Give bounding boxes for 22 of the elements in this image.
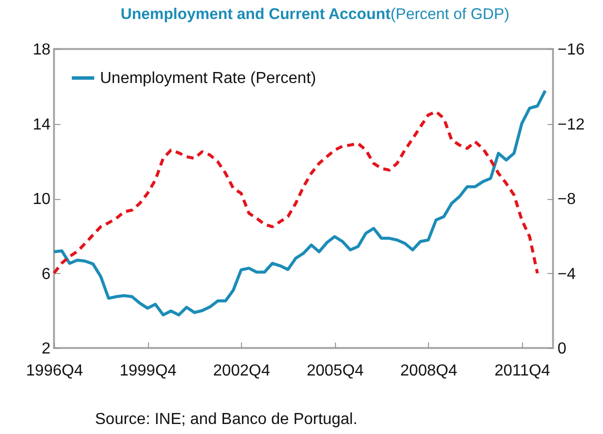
y-tick-label: 2 — [42, 340, 51, 358]
line-series — [52, 89, 547, 316]
y2-tick-label: −12 — [558, 116, 585, 134]
y-tick-label: 10 — [32, 191, 51, 208]
x-tick-label: 2011Q4 — [494, 362, 550, 380]
x-tick-label: 2005Q4 — [306, 362, 364, 380]
x-tick-label: 1996Q4 — [26, 362, 84, 380]
legend-label: Unemployment Rate (Percent) — [100, 70, 316, 87]
x-tick-label: 1999Q4 — [120, 362, 177, 380]
y-tick-label: 6 — [42, 266, 51, 283]
y2-tick-label: −8 — [558, 191, 576, 208]
y2-tick-label: −4 — [558, 266, 576, 283]
source-note: Source: INE; and Banco de Portugal. — [95, 410, 358, 429]
x-tick-label: 2008Q4 — [400, 362, 458, 380]
y-tick-label: 14 — [32, 116, 51, 134]
y2-tick-label: −16 — [558, 42, 585, 58]
line-series — [52, 110, 539, 275]
x-tick-label: 2002Q4 — [213, 362, 270, 380]
y2-tick-label: 0 — [558, 340, 566, 358]
chart-subtitle: (Percent of GDP) — [390, 6, 510, 23]
y-tick-label: 18 — [32, 42, 51, 58]
chart-title: Unemployment and Current Account — [120, 6, 390, 23]
